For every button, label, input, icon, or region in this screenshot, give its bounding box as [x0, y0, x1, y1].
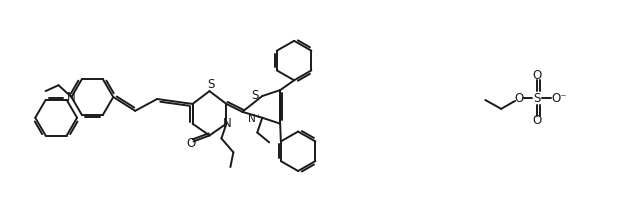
Text: O: O [515, 92, 524, 104]
Text: O: O [532, 69, 541, 82]
Text: N: N [223, 117, 232, 130]
Text: O: O [532, 114, 541, 127]
Text: N: N [67, 91, 76, 103]
Text: S: S [533, 92, 541, 104]
Text: O⁻: O⁻ [551, 92, 566, 104]
Text: O: O [186, 137, 195, 150]
Text: N⁺: N⁺ [248, 114, 261, 124]
Text: S: S [252, 89, 259, 101]
Text: S: S [207, 78, 214, 91]
